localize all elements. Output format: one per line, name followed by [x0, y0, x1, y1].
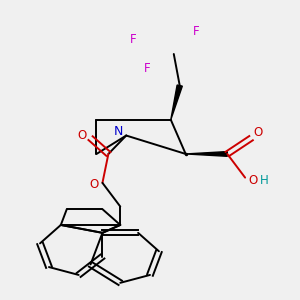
Text: O: O	[254, 126, 263, 140]
Text: N: N	[114, 125, 124, 138]
Text: F: F	[193, 25, 200, 38]
Polygon shape	[171, 85, 182, 120]
Text: O: O	[248, 174, 257, 187]
Text: F: F	[130, 33, 137, 46]
Text: O: O	[77, 129, 86, 142]
Polygon shape	[186, 152, 227, 156]
Text: F: F	[144, 62, 150, 75]
Text: O: O	[89, 178, 98, 191]
Text: H: H	[260, 174, 269, 187]
